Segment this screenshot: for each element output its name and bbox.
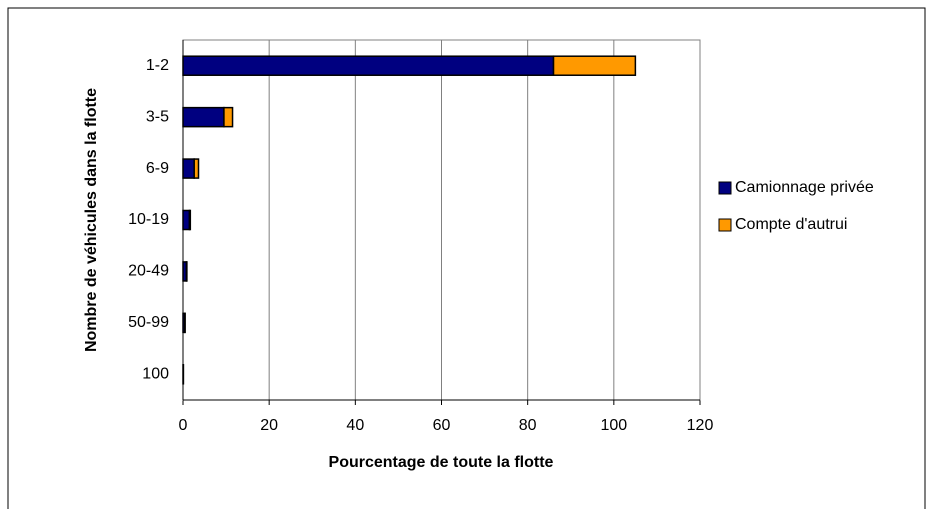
x-tick-label: 80: [519, 417, 537, 434]
x-tick-label: 60: [433, 417, 451, 434]
legend-label: Compte d'autrui: [735, 216, 847, 233]
bar-segment: [223, 106, 234, 128]
x-tick-label: 100: [600, 417, 627, 434]
bar-segment: [182, 55, 555, 76]
x-tick-label: 0: [179, 417, 188, 434]
legend-swatch: [718, 218, 732, 232]
x-tick-label: 20: [260, 417, 278, 434]
y-tick-label: 20-49: [128, 263, 169, 280]
y-tick-label: 1-2: [146, 57, 169, 74]
bar-segment: [193, 158, 200, 179]
y-axis-label: Nombre de véhicules dans la flotte: [83, 88, 100, 352]
bar-segment: [182, 158, 195, 179]
bar-segment: [182, 209, 191, 231]
y-tick-label: 10-19: [128, 211, 169, 228]
y-tick-label: 100: [142, 366, 169, 383]
chart-frame: [7, 7, 926, 509]
legend-label: Camionnage privée: [735, 179, 874, 196]
bar-segment: [552, 55, 637, 76]
x-axis-label: Pourcentage de toute la flotte: [329, 454, 554, 471]
y-tick-label: 3-5: [146, 108, 169, 125]
x-tick-label: 120: [687, 417, 714, 434]
legend-swatch: [718, 181, 732, 195]
y-tick-label: 50-99: [128, 314, 169, 331]
x-tick-label: 40: [346, 417, 364, 434]
bar-segment: [188, 209, 192, 231]
bar-segment: [182, 106, 225, 128]
y-tick-label: 6-9: [146, 160, 169, 177]
